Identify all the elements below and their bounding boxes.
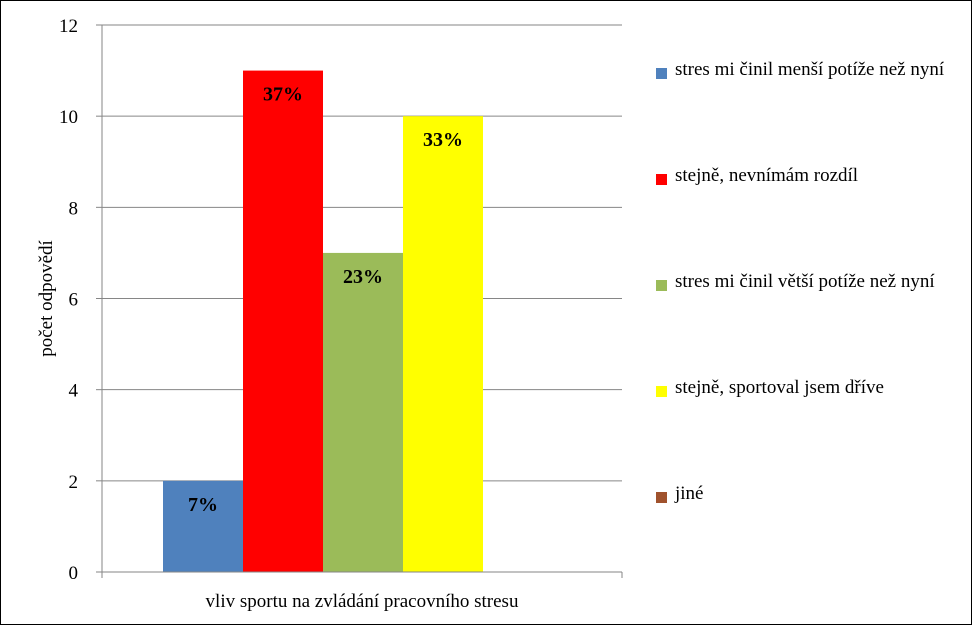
bar [163, 480, 243, 572]
bars [163, 70, 483, 573]
legend-label: stejně, sportoval jsem dříve [675, 377, 884, 398]
legend-item: stejně, nevnímám rozdíl [656, 165, 956, 191]
legend-item: stres mi činil větší potíže než nyní [656, 271, 956, 297]
bar [403, 116, 483, 573]
legend-label: stejně, nevnímám rozdíl [675, 165, 859, 186]
y-tick-label: 8 [69, 198, 79, 219]
legend-item: stejně, sportoval jsem dříve [656, 377, 956, 403]
y-tick-label: 2 [69, 472, 79, 493]
axes: 0 2 4 6 8 10 12 [59, 16, 623, 584]
y-tick-label: 4 [69, 381, 79, 402]
y-tick-label: 10 [59, 107, 78, 128]
y-tick-label: 0 [69, 563, 79, 584]
y-axis-title: počet odpovědí [36, 239, 57, 356]
legend-swatch [656, 68, 667, 79]
legend-item: stres mi činil menší potíže než nyní [656, 59, 956, 85]
y-tick-label: 12 [59, 16, 78, 37]
bar [323, 252, 403, 572]
bar-data-label: 33% [423, 129, 463, 151]
bar [243, 70, 323, 572]
legend-label: stres mi činil menší potíže než nyní [675, 59, 945, 80]
x-axis-title: vliv sportu na zvládání pracovního stres… [206, 591, 519, 612]
y-tick-label: 6 [69, 290, 79, 311]
legend-label: stres mi činil větší potíže než nyní [675, 271, 935, 292]
legend-swatch [656, 386, 667, 397]
bar-data-label: 37% [263, 84, 303, 106]
legend-swatch [656, 174, 667, 185]
legend-swatch [656, 280, 667, 291]
legend-swatch [656, 492, 667, 503]
data-labels: 7% 37% 23% 33% [188, 84, 463, 516]
legend-label: jiné [675, 483, 704, 504]
bar-data-label: 7% [188, 494, 218, 516]
bar-data-label: 23% [343, 266, 383, 288]
legend-item: jiné [656, 483, 956, 509]
